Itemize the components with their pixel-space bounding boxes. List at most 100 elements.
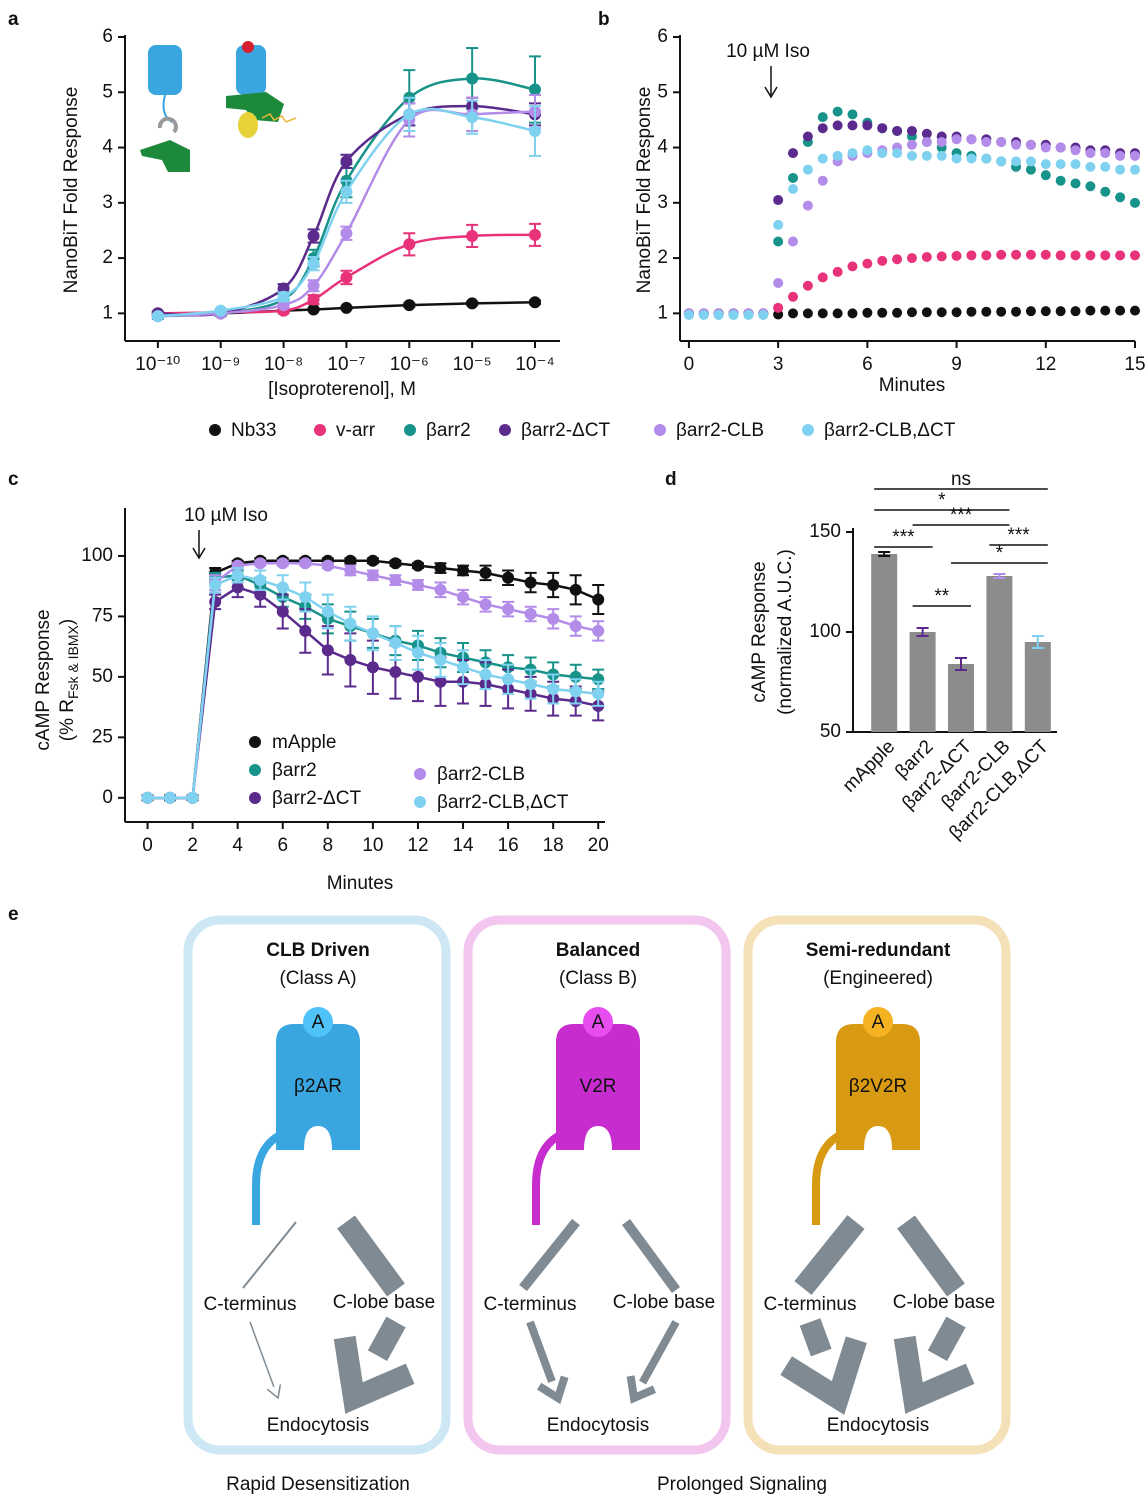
- data-point: [344, 564, 357, 577]
- y-tick-label: 1: [102, 302, 113, 323]
- arrestin-icon: [140, 140, 190, 172]
- data-point: [1070, 306, 1081, 317]
- x-axis-label: Minutes: [327, 873, 394, 894]
- legend-marker: [404, 424, 416, 436]
- data-point: [299, 557, 312, 570]
- receptor-label: β2V2R: [849, 1076, 907, 1097]
- data-point: [951, 153, 962, 164]
- annotation-arrowhead: [764, 86, 778, 99]
- y-axis-label: (% RFsk & IBMX): [57, 619, 81, 741]
- data-point: [683, 310, 694, 321]
- x-tick-label: 8: [323, 835, 334, 856]
- x-tick-label: 12: [407, 835, 428, 856]
- ligand: [863, 1007, 893, 1037]
- data-point: [1100, 186, 1111, 197]
- y-axis-label-sub: Fsk & IBMX: [65, 624, 81, 699]
- legend-label: mApple: [272, 732, 336, 753]
- y-axis-label: NanoBiT Fold Response: [61, 87, 82, 294]
- data-point: [877, 123, 888, 134]
- receptor: [276, 1024, 360, 1150]
- data-point: [1070, 250, 1081, 261]
- x-tick-label: 10⁻⁶: [390, 354, 429, 375]
- receptor-label: β2AR: [294, 1076, 342, 1097]
- data-point: [951, 307, 962, 318]
- data-point: [788, 184, 799, 194]
- data-point: [340, 301, 353, 314]
- data-point: [1011, 306, 1022, 317]
- error-bar: [1031, 635, 1044, 649]
- data-point: [389, 666, 402, 679]
- data-point: [788, 148, 799, 159]
- luminescence-icon: [261, 113, 297, 123]
- data-point: [1055, 306, 1066, 317]
- data-point: [832, 120, 843, 131]
- legend-label: βarr2-CLB,ΔCT: [437, 792, 569, 813]
- error-bar: [916, 627, 929, 637]
- data-point: [936, 307, 947, 318]
- data-point: [817, 153, 828, 164]
- data-point: [788, 172, 799, 183]
- data-point: [817, 112, 828, 123]
- y-tick-label: 75: [92, 605, 113, 626]
- data-point: [847, 120, 858, 131]
- data-point: [1085, 250, 1096, 261]
- data-point: [1115, 250, 1126, 261]
- legend-label: βarr2: [272, 760, 317, 781]
- data-point: [713, 310, 724, 321]
- x-axis-label: Minutes: [879, 375, 946, 396]
- legend-label: v-arr: [336, 420, 376, 441]
- box-title: Balanced: [556, 940, 640, 961]
- data-point: [936, 137, 947, 148]
- data-point: [366, 661, 379, 674]
- data-point: [403, 108, 416, 121]
- x-tick-label: 10⁻⁴: [515, 354, 554, 375]
- data-point: [1055, 142, 1066, 153]
- data-point: [951, 134, 962, 145]
- arrow-head: [626, 1375, 657, 1404]
- data-point: [411, 646, 424, 659]
- data-point: [1055, 159, 1066, 170]
- data-point: [389, 557, 402, 570]
- data-point: [936, 251, 947, 262]
- legend-label: βarr2-CLB: [437, 764, 525, 785]
- data-point: [936, 150, 947, 161]
- legend-label: βarr2-ΔCT: [521, 420, 610, 441]
- data-point: [466, 229, 479, 242]
- bar: [871, 554, 898, 732]
- data-point: [321, 559, 334, 572]
- data-point: [847, 109, 858, 120]
- data-point: [996, 249, 1007, 260]
- nanobit-icon: [238, 112, 258, 138]
- x-tick-label: 6: [277, 835, 288, 856]
- data-point: [366, 569, 379, 582]
- data-point: [434, 583, 447, 596]
- data-point: [728, 310, 739, 321]
- arrow-shaft: [526, 1320, 556, 1383]
- data-point: [592, 624, 605, 637]
- data-point: [817, 123, 828, 134]
- data-point: [817, 175, 828, 186]
- data-point: [340, 185, 353, 198]
- data-point: [307, 257, 320, 270]
- box-title: Semi-redundant: [806, 940, 951, 961]
- y-tick-label: 2: [657, 247, 668, 268]
- data-point: [1011, 156, 1022, 167]
- data-point: [1085, 161, 1096, 172]
- y-tick-label: 50: [820, 721, 841, 742]
- data-point: [466, 72, 479, 85]
- data-point: [862, 258, 873, 269]
- legend-label: Nb33: [231, 420, 276, 441]
- data-point: [862, 145, 873, 156]
- pathway-label: C-lobe base: [893, 1292, 995, 1313]
- data-point: [214, 304, 227, 317]
- data-point: [698, 310, 709, 321]
- data-point: [340, 155, 353, 168]
- arrow-shaft: [367, 1316, 406, 1361]
- data-point: [906, 253, 917, 264]
- data-point: [344, 653, 357, 666]
- pathway-label: C-terminus: [484, 1294, 577, 1315]
- x-tick-label: 10⁻⁵: [453, 354, 492, 375]
- data-point: [524, 678, 537, 691]
- data-point: [802, 164, 813, 175]
